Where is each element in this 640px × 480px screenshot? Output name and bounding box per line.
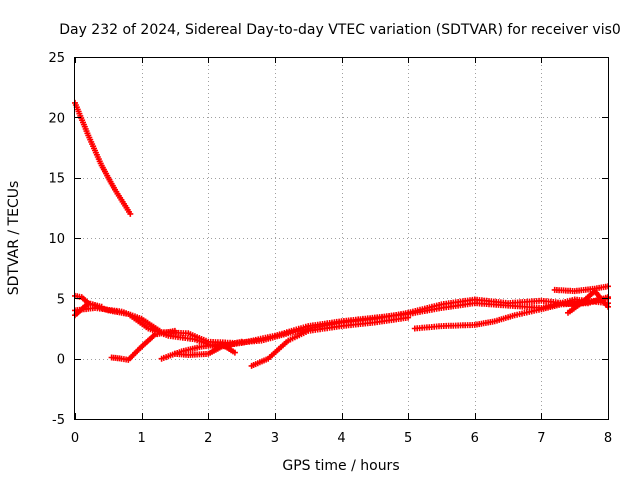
data-points [411,294,611,332]
data-points [108,327,178,363]
x-tick-label: 8 [604,431,612,446]
x-tick-label: 4 [337,431,345,446]
series-track-10 [551,283,611,295]
x-tick-label: 0 [71,431,79,446]
x-axis-label: GPS time / hours [282,458,399,474]
series-track-7 [171,338,245,358]
series-track-8 [248,314,412,369]
y-tick-label: 10 [48,232,65,247]
y-ticks: -5 0 5 10 15 20 25 [48,51,608,428]
series-track-5 [108,327,178,363]
y-tick-label: 5 [57,292,65,307]
series-track-9 [411,294,611,332]
y-axis-label: SDTVAR / TECUs [6,181,22,296]
data-points [565,288,611,316]
y-tick-label: 20 [48,111,65,126]
x-ticks: 0 1 2 3 4 5 6 7 8 [71,57,612,446]
x-tick-label: 7 [537,431,545,446]
x-tick-label: 2 [204,431,212,446]
chart-title: Day 232 of 2024, Sidereal Day-to-day VTE… [59,22,621,38]
y-tick-label: 15 [48,172,65,187]
y-tick-label: 25 [48,51,65,66]
x-tick-label: 1 [137,431,145,446]
plot-frame [74,57,609,420]
x-tick-label: 5 [404,431,412,446]
grid [75,57,608,419]
data-points [551,283,611,295]
x-tick-label: 6 [471,431,479,446]
y-tick-label: 0 [57,353,65,368]
data-points [171,338,245,358]
x-tick-label: 3 [271,431,279,446]
series-track-11 [565,288,611,316]
data-points [248,314,412,369]
y-tick-label: -5 [52,413,65,428]
